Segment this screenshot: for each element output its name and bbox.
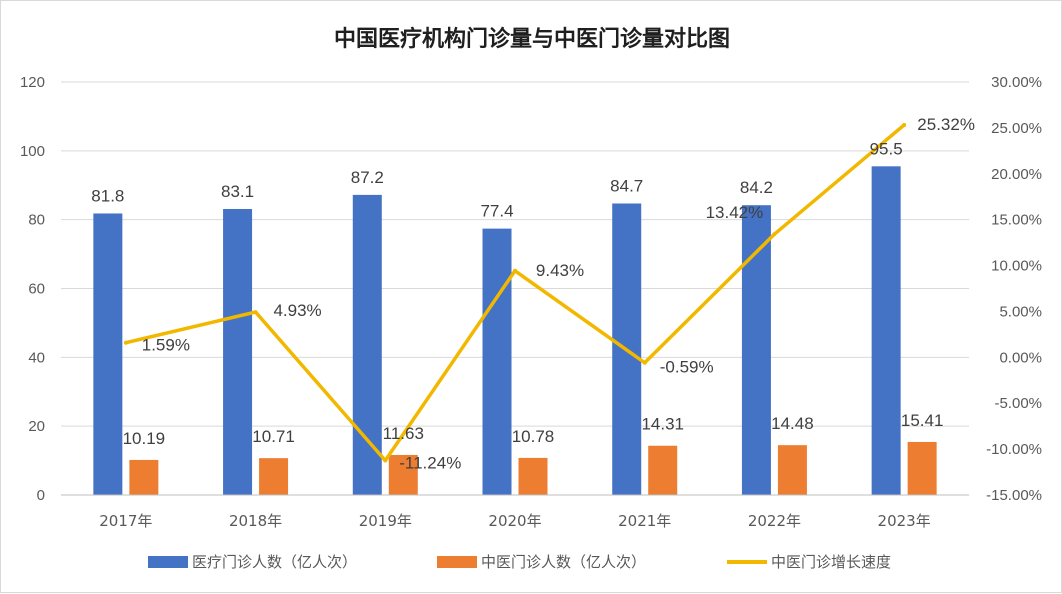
left-tick-label: 0 <box>37 487 45 504</box>
right-tick-label: 5.00% <box>999 303 1042 320</box>
right-tick-label: -10.00% <box>986 441 1042 458</box>
legend-label-outpatient: 医疗门诊人数（亿人次） <box>192 553 357 571</box>
x-axis: 2017年 2018年 2019年 2020年 2021年 2022年 2023年 <box>61 494 969 530</box>
data-label-outpatient: 84.2 <box>740 178 773 197</box>
bar-tcm-outpatient <box>518 457 548 495</box>
right-tick-label: -5.00% <box>994 395 1042 412</box>
data-label-outpatient: 95.5 <box>870 139 903 158</box>
data-label-growth: -11.24% <box>399 453 461 472</box>
x-tick-label: 2021年 <box>618 512 671 530</box>
growth-point <box>123 340 128 345</box>
left-tick-label: 120 <box>20 74 45 91</box>
growth-point <box>902 122 907 127</box>
data-label-tcm: 10.19 <box>123 429 166 448</box>
data-label-tcm: 15.41 <box>901 411 944 430</box>
left-axis: 0 20 40 60 80 100 120 <box>20 74 45 504</box>
legend: 医疗门诊人数（亿人次） 中医门诊人数（亿人次） 中医门诊增长速度 <box>148 553 891 571</box>
x-tick-label: 2019年 <box>359 512 412 530</box>
left-tick-label: 20 <box>28 418 45 435</box>
x-tick-label: 2023年 <box>878 512 931 530</box>
bar-outpatient <box>741 205 771 495</box>
right-tick-label: 20.00% <box>991 166 1042 183</box>
chart-title: 中国医疗机构门诊量与中医门诊量对比图 <box>334 26 730 52</box>
growth-line <box>123 122 907 463</box>
right-tick-label: 10.00% <box>991 258 1042 275</box>
bar-tcm-outpatient <box>259 458 289 495</box>
x-tick-label: 2020年 <box>488 512 541 530</box>
legend-swatch-outpatient <box>148 556 188 568</box>
gridlines <box>61 81 969 427</box>
right-tick-label: 15.00% <box>991 212 1042 229</box>
data-label-tcm: 10.78 <box>512 427 555 446</box>
data-label-growth: 13.42% <box>706 203 764 222</box>
data-label-outpatient: 87.2 <box>351 168 384 187</box>
data-label-outpatient: 77.4 <box>480 202 513 221</box>
data-label-growth: 4.93% <box>273 301 321 320</box>
data-label-outpatient: 83.1 <box>221 182 254 201</box>
bar-outpatient <box>352 194 382 496</box>
legend-swatch-tcm <box>437 556 477 568</box>
growth-point <box>513 268 517 273</box>
bar-outpatient <box>93 213 123 495</box>
data-label-tcm: 14.48 <box>771 414 814 433</box>
bar-tcm-outpatient <box>388 454 418 495</box>
right-tick-label: 30.00% <box>991 74 1042 91</box>
right-tick-label: 25.00% <box>991 120 1042 137</box>
data-label-growth: -0.59% <box>660 358 714 377</box>
bar-tcm-outpatient <box>907 441 937 495</box>
data-label-outpatient: 84.7 <box>610 176 643 195</box>
data-label-growth: 9.43% <box>536 261 584 280</box>
left-tick-label: 80 <box>28 212 45 229</box>
x-tick-label: 2022年 <box>748 512 801 530</box>
growth-point <box>383 458 388 463</box>
bar-outpatient <box>223 208 253 495</box>
growth-point <box>772 232 777 237</box>
left-tick-label: 60 <box>28 281 45 298</box>
growth-point <box>253 310 258 315</box>
left-tick-label: 40 <box>28 349 45 366</box>
left-tick-label: 100 <box>20 143 45 160</box>
data-labels: 81.8 83.1 87.2 77.4 84.7 84.2 95.5 10.19 10.71 11… <box>91 115 975 473</box>
right-tick-label: -15.00% <box>986 487 1042 504</box>
legend-label-growth: 中医门诊增长速度 <box>771 553 891 571</box>
bar-outpatient <box>482 228 512 496</box>
right-tick-label: 0.00% <box>999 349 1042 366</box>
data-label-growth: 1.59% <box>142 336 190 355</box>
data-label-tcm: 10.71 <box>252 427 295 446</box>
data-label-growth: 25.32% <box>917 115 975 134</box>
data-label-outpatient: 81.8 <box>91 186 124 205</box>
legend-label-tcm: 中医门诊人数（亿人次） <box>481 553 646 571</box>
right-axis: -15.00% -10.00% -5.00% 0.00% 5.00% 10.00% 15.0… <box>986 74 1042 504</box>
bar-tcm-outpatient <box>129 459 159 495</box>
bars <box>93 166 937 496</box>
data-label-tcm: 11.63 <box>383 424 424 443</box>
bar-tcm-outpatient <box>648 445 678 495</box>
growth-point <box>642 360 647 365</box>
data-label-tcm: 14.31 <box>641 415 684 434</box>
bar-outpatient <box>871 166 901 495</box>
x-tick-label: 2017年 <box>99 512 152 530</box>
x-tick-label: 2018年 <box>229 512 282 530</box>
bar-tcm-outpatient <box>777 445 807 495</box>
